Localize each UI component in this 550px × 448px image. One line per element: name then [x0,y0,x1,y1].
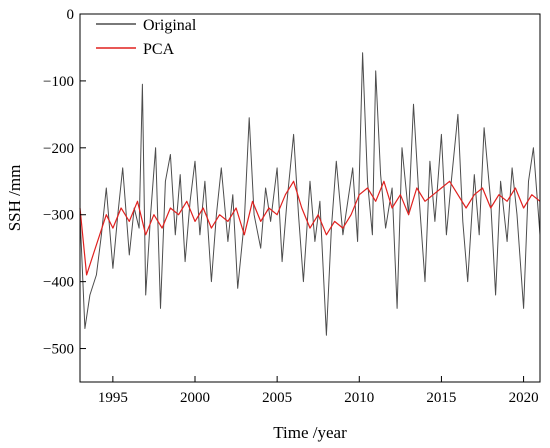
y-tick-label: −500 [43,342,74,358]
y-axis-title: SSH /mm [5,165,24,232]
x-axis-title: Time /year [273,423,347,442]
y-tick-label: −300 [43,208,74,224]
series-line-original [79,52,541,336]
x-tick-label: 2015 [426,390,456,406]
x-tick-label: 2000 [180,390,210,406]
y-tick-label: −100 [43,74,74,90]
x-tick-label: 1995 [98,390,128,406]
y-tick-label: 0 [67,7,75,23]
x-tick-label: 2010 [344,390,374,406]
plot-frame [79,13,541,383]
legend: Original PCA [96,17,197,58]
plot-area [79,52,541,336]
axes: 1995 2000 2005 2010 2015 2020 0 −100 −200 −300 −40… [43,7,541,406]
x-tick-label: 2005 [262,390,292,406]
y-tick-label: −400 [43,275,74,291]
x-tick-label: 2020 [509,390,539,406]
y-tick-label: −200 [43,141,74,157]
series-line-pca [79,180,541,276]
legend-label-pca: PCA [143,41,175,58]
legend-label-original: Original [143,17,197,34]
